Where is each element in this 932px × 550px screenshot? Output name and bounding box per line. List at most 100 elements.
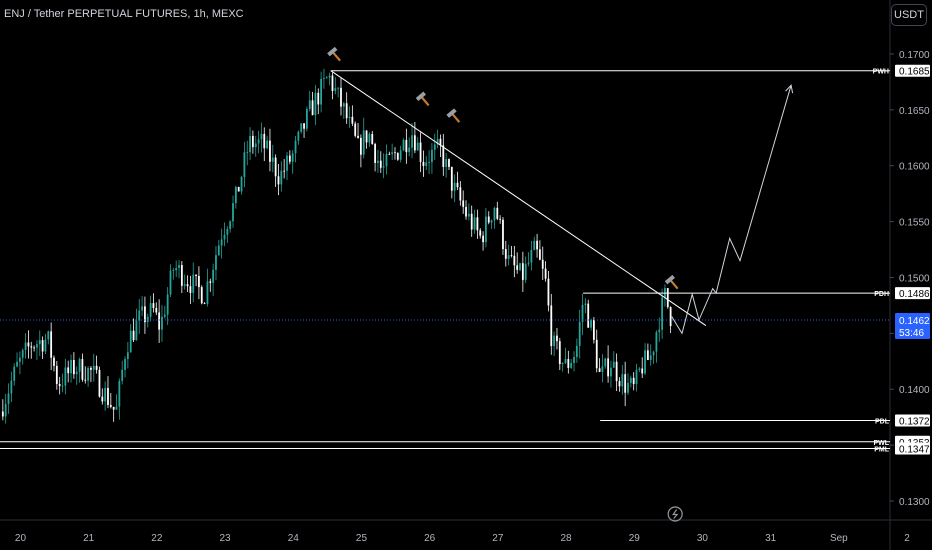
candle [502, 217, 504, 255]
candle [169, 264, 172, 298]
candle-body [646, 350, 649, 360]
candle [92, 353, 95, 382]
candle-body [598, 368, 601, 372]
candle [624, 361, 627, 407]
candle-body [379, 160, 382, 168]
candle [149, 295, 152, 322]
candle [493, 206, 496, 229]
candle-body [107, 387, 109, 405]
candle-body [513, 255, 516, 266]
candle [442, 134, 445, 176]
candle-body [215, 255, 217, 270]
candle [16, 352, 18, 368]
candle-body [530, 250, 533, 263]
candle [607, 345, 610, 383]
candle [294, 136, 297, 163]
candle [325, 76, 328, 79]
candle-body [263, 133, 266, 149]
candle [561, 362, 564, 372]
currency-button[interactable]: USDT [891, 4, 927, 26]
candle-body [229, 221, 232, 230]
candle [581, 293, 584, 336]
candle [365, 130, 368, 149]
candle-body [232, 203, 234, 222]
candle [44, 333, 47, 355]
price-axis[interactable]: 0.13000.13500.14000.14500.15000.15500.16… [890, 50, 930, 508]
candle [189, 275, 192, 304]
candle [362, 117, 365, 159]
candle [646, 343, 649, 361]
candle-body [4, 403, 7, 417]
candle [527, 252, 530, 267]
candle [411, 123, 413, 159]
candle [53, 355, 55, 372]
candle-body [30, 346, 33, 348]
candle-body [470, 213, 473, 230]
candle-body [541, 259, 544, 269]
candle-body [206, 281, 209, 304]
candle-body [595, 339, 598, 369]
candle-body [47, 331, 50, 340]
level-price-label: 0.1486 [899, 289, 930, 300]
candle-body [661, 297, 664, 330]
candle-body [98, 369, 101, 397]
candle [246, 140, 249, 166]
candle [317, 88, 320, 115]
candle-body [303, 123, 305, 129]
candle-body [331, 75, 334, 91]
candle [263, 127, 266, 162]
candle [27, 330, 30, 359]
candle [198, 266, 200, 300]
candle-body [448, 159, 450, 167]
candle [479, 228, 482, 239]
candle-body [499, 218, 502, 220]
candle [590, 318, 592, 331]
candle [615, 353, 618, 392]
candle-body [18, 357, 21, 362]
candle [141, 296, 143, 317]
time-axis[interactable]: 20 21 22 23 24 25 26 27 28 29 30 31 Sep 2 [15, 533, 910, 544]
projection-path [671, 85, 792, 335]
candle [67, 360, 70, 383]
candle [436, 129, 439, 149]
candle-body [198, 275, 200, 288]
candle [7, 383, 10, 414]
candle [98, 366, 101, 398]
level-price-box [895, 287, 930, 300]
candle-body [561, 362, 564, 365]
candle-body [246, 152, 249, 153]
candle-body [385, 153, 388, 167]
candle [269, 128, 271, 172]
candle [635, 363, 638, 392]
candle [340, 77, 342, 116]
candle [664, 284, 666, 307]
price-tick-label: 0.1550 [899, 218, 930, 229]
candle-body [439, 138, 442, 146]
candle [399, 145, 402, 163]
candle-body [33, 347, 35, 349]
candle-body [655, 332, 658, 352]
candle-body [81, 359, 84, 380]
candle [311, 91, 314, 116]
drawings[interactable] [327, 46, 794, 522]
candle-body [163, 314, 166, 317]
candle [320, 71, 323, 113]
hammer-icon [664, 274, 679, 290]
candle [573, 351, 575, 372]
candle [50, 322, 53, 371]
candle [394, 147, 396, 160]
candle-body [72, 359, 75, 375]
candle [513, 245, 516, 278]
event-marker-bolt [672, 509, 679, 519]
candle [58, 376, 61, 395]
candle [482, 231, 484, 251]
candle [178, 260, 180, 279]
candle-body [610, 367, 612, 377]
candle [115, 394, 118, 410]
candle-body [593, 320, 595, 340]
level-label-pdl: PDL [875, 419, 890, 426]
candle [260, 122, 263, 153]
candle [297, 130, 300, 145]
